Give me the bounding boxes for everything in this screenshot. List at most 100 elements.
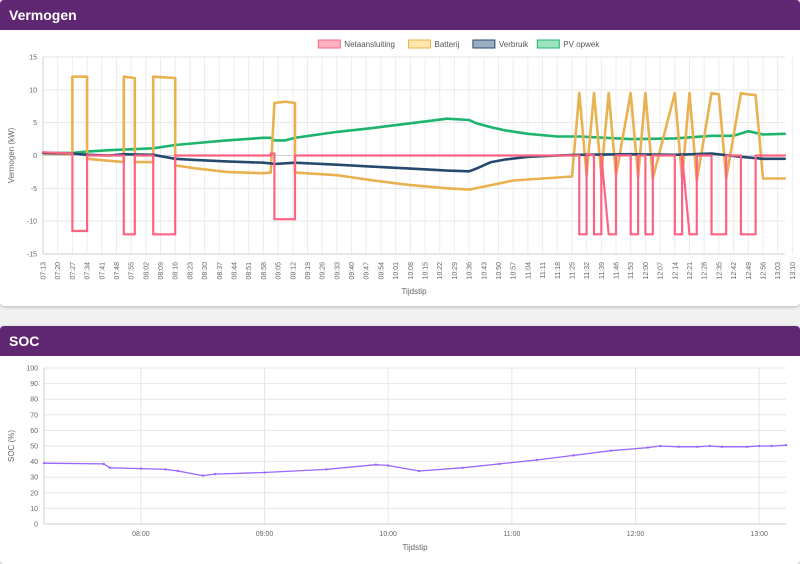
data-point	[269, 152, 272, 155]
data-point	[273, 218, 276, 221]
data-point	[139, 467, 143, 470]
data-point	[409, 154, 412, 157]
data-point	[225, 139, 228, 142]
x-tick-label: 12:35	[716, 262, 723, 280]
y-tick-label: 15	[29, 55, 37, 62]
data-point	[387, 464, 390, 467]
data-point	[122, 75, 125, 78]
data-point	[133, 76, 136, 80]
data-point	[461, 466, 464, 470]
legend-label: Netaansluiting	[344, 40, 395, 49]
data-point	[108, 149, 111, 152]
x-tick-label: 07:20	[55, 262, 62, 280]
y-tick-label: 0	[34, 522, 38, 529]
data-point	[747, 130, 750, 133]
data-point	[133, 154, 136, 157]
y-tick-label: 30	[30, 475, 38, 482]
data-point	[659, 444, 662, 448]
data-point	[572, 454, 575, 457]
data-point	[614, 154, 618, 157]
x-tick-label: 10:29	[452, 262, 459, 280]
x-tick-label: 10:08	[408, 262, 415, 280]
data-point	[696, 445, 699, 448]
data-point	[585, 153, 588, 156]
data-point	[71, 152, 74, 155]
y-tick-label: 10	[29, 87, 37, 94]
y-tick-label: 10	[30, 506, 38, 513]
data-point	[133, 233, 136, 236]
data-point	[673, 92, 676, 95]
data-point	[644, 92, 647, 95]
x-tick-label: 08:00	[132, 531, 150, 538]
x-tick-label: 10:43	[481, 262, 488, 280]
x-tick-label: 11:32	[584, 262, 591, 279]
soc-card-title: SOC	[0, 326, 800, 356]
data-point	[710, 92, 713, 95]
vermogen-card: Vermogen 15 10 5 0 -5 -10 -15 07:13 07:20 07:27 07…	[0, 0, 800, 306]
data-point	[739, 92, 743, 95]
data-point	[784, 444, 788, 447]
data-point	[717, 93, 720, 96]
data-point	[490, 126, 493, 129]
data-point	[475, 154, 478, 157]
data-point	[152, 233, 155, 236]
data-point	[673, 154, 676, 157]
x-axis-title: Tijdstip	[401, 287, 427, 296]
vermogen-chart: 15 10 5 0 -5 -10 -15 07:13 07:20 07:27 07:34 07:41 0…	[7, 39, 797, 296]
y-tick-label: 100	[26, 366, 38, 373]
data-point	[225, 160, 228, 163]
y-tick-label: -10	[27, 219, 37, 226]
data-point	[409, 122, 412, 125]
legend-swatch	[536, 39, 560, 49]
x-tick-label: 07:41	[99, 262, 106, 280]
data-point	[681, 233, 684, 236]
data-point	[196, 141, 199, 145]
x-tick-label: 08:44	[232, 262, 239, 280]
data-point	[196, 167, 199, 170]
x-tick-label: 11:04	[525, 262, 532, 279]
x-tick-label: 10:00	[379, 531, 397, 538]
x-tick-label: 08:30	[202, 262, 209, 280]
y-tick-label: -15	[27, 252, 37, 259]
data-point	[108, 159, 111, 162]
x-tick-label: 07:48	[114, 262, 121, 280]
data-point	[445, 169, 449, 172]
legend-swatch	[408, 39, 431, 49]
vermogen-card-title: Vermogen	[0, 0, 800, 30]
data-point	[262, 172, 265, 175]
x-tick-label: 09:40	[349, 262, 356, 280]
data-point	[614, 233, 618, 236]
data-point	[739, 233, 743, 236]
data-point	[710, 154, 713, 157]
legend-swatch	[317, 39, 341, 49]
data-point	[644, 154, 647, 157]
data-point	[710, 233, 713, 236]
data-point	[152, 75, 155, 78]
data-point	[284, 139, 287, 142]
data-point	[152, 154, 155, 157]
data-point	[409, 183, 412, 187]
x-tick-label: 08:02	[143, 262, 150, 280]
data-point	[644, 233, 647, 236]
data-point	[695, 233, 698, 236]
data-point	[174, 76, 177, 80]
x-tick-label: 09:26	[320, 262, 327, 280]
data-point	[293, 154, 297, 157]
data-point	[783, 177, 787, 180]
data-point	[629, 233, 632, 236]
x-tick-label: 09:05	[276, 262, 283, 280]
data-point	[71, 75, 74, 78]
data-point	[585, 233, 588, 236]
data-point	[651, 233, 654, 236]
data-point	[754, 154, 757, 157]
y-tick-label: 20	[30, 490, 38, 497]
x-tick-label: 08:09	[158, 262, 165, 280]
data-point	[783, 157, 787, 160]
x-tick-label: 13:10	[790, 262, 797, 280]
data-point	[176, 469, 180, 473]
data-point	[335, 174, 338, 177]
x-tick-label: 08:58	[261, 262, 268, 280]
x-tick-label: 08:16	[173, 262, 180, 280]
data-point	[122, 154, 125, 157]
data-point	[445, 117, 449, 120]
